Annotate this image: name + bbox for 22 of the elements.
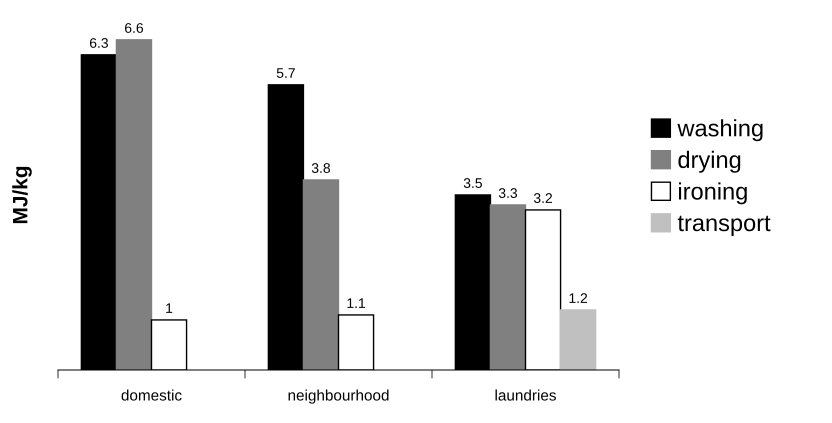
data-label: 3.3 — [498, 188, 518, 198]
data-label: 1.1 — [347, 298, 366, 308]
data-label: 1 — [166, 303, 172, 313]
data-label: 3.5 — [464, 178, 482, 188]
legend-label: transport — [678, 216, 770, 236]
data-label: 6.3 — [90, 38, 108, 48]
data-label: 1.2 — [570, 293, 588, 303]
bar — [490, 204, 526, 370]
data-label: 3.8 — [312, 163, 330, 173]
x-tick-label: laundries — [496, 389, 556, 401]
legend-label: drying — [678, 150, 740, 173]
x-tick-label: domestic — [122, 389, 182, 401]
bar — [116, 39, 152, 370]
data-label: 5.7 — [276, 68, 295, 78]
data-label: 3.2 — [534, 193, 552, 203]
data-label: 6.6 — [125, 23, 144, 33]
legend-label: washing — [677, 119, 763, 142]
y-axis-title: MJ/kg — [12, 166, 32, 224]
bar — [560, 309, 596, 370]
bar — [302, 179, 340, 370]
x-tick-label: neighbourhood — [288, 389, 388, 404]
legend-label: ironing — [679, 182, 747, 204]
